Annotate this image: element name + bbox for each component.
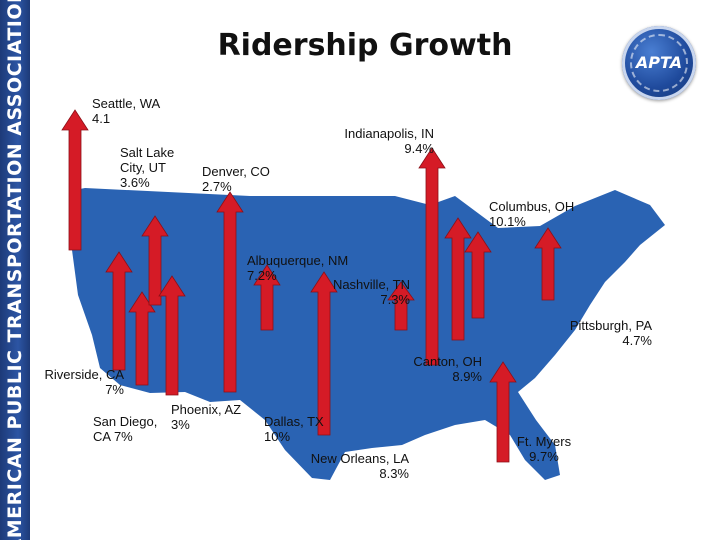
arrow-columbus — [464, 231, 492, 319]
us-map — [61, 109, 665, 480]
label-san-diego-city: San Diego, — [93, 414, 158, 429]
label-albuquerque-value: 7.2% — [247, 268, 277, 283]
arrow-dallas — [310, 271, 338, 436]
label-riverside-city: Riverside, CA — [44, 367, 124, 382]
label-pittsburgh-city: Pittsburgh, PA — [569, 318, 652, 333]
label-columbus: Columbus, OH 10.1% — [489, 199, 574, 229]
label-ft-myers-value: 9.7% — [529, 449, 559, 464]
arrow-pittsburgh — [534, 227, 562, 301]
arrow-san-diego — [128, 291, 156, 386]
label-phoenix-city: Phoenix, AZ — [171, 402, 242, 417]
us-map-shape — [70, 188, 665, 480]
label-dallas-value: 10% — [264, 429, 291, 444]
label-salt-lake: Salt Lake City, UT 3.6% — [120, 145, 174, 190]
label-canton-value: 8.9% — [452, 369, 482, 384]
apta-logo: APTA — [622, 26, 696, 100]
arrow-indianapolis — [418, 147, 446, 366]
label-salt-lake-line2: City, UT — [120, 160, 166, 175]
label-ft-myers: Ft. Myers 9.7% — [510, 434, 578, 464]
label-san-diego-value: CA 7% — [93, 429, 133, 444]
page-title: Ridership Growth — [217, 28, 513, 63]
label-salt-lake-line1: Salt Lake — [120, 145, 175, 160]
arrow-layer — [61, 109, 562, 463]
label-indianapolis: Indianapolis, IN 9.4% — [338, 126, 434, 156]
label-ft-myers-city: Ft. Myers — [516, 434, 572, 449]
label-albuquerque-city: Albuquerque, NM — [247, 253, 349, 268]
label-seattle: Seattle, WA 4.1 — [92, 96, 160, 126]
label-denver: Denver, CO 2.7% — [202, 164, 270, 194]
label-canton: Canton, OH 8.9% — [404, 354, 482, 384]
label-columbus-value: 10.1% — [489, 214, 526, 229]
sidebar-band: AMERICAN PUBLIC TRANSPORTATION ASSOCIATI… — [0, 0, 30, 553]
arrow-albuquerque — [253, 264, 281, 331]
label-new-orleans: New Orleans, LA 8.3% — [300, 451, 409, 481]
label-salt-lake-value: 3.6% — [120, 175, 150, 190]
label-dallas-city: Dallas, TX — [264, 414, 324, 429]
label-denver-value: 2.7% — [202, 179, 232, 194]
label-new-orleans-city: New Orleans, LA — [310, 451, 409, 466]
arrow-canton — [444, 217, 472, 341]
label-riverside-value: 7% — [105, 382, 124, 397]
arrow-riverside — [105, 251, 133, 371]
arrow-ft-myers — [489, 361, 517, 463]
label-nashville-value: 7.3% — [380, 292, 410, 307]
arrow-nashville — [387, 281, 415, 331]
label-canton-city: Canton, OH — [413, 354, 482, 369]
label-phoenix: Phoenix, AZ 3% — [171, 402, 241, 432]
label-seattle-value: 4.1 — [92, 111, 111, 126]
label-nashville: Nashville, TN 7.3% — [318, 277, 410, 307]
label-columbus-city: Columbus, OH — [489, 199, 575, 214]
arrow-denver — [216, 191, 244, 393]
label-indianapolis-city: Indianapolis, IN — [344, 126, 434, 141]
label-indianapolis-value: 9.4% — [404, 141, 434, 156]
label-seattle-city: Seattle, WA — [92, 96, 161, 111]
label-nashville-city: Nashville, TN — [332, 277, 410, 292]
arrow-phoenix — [158, 275, 186, 396]
label-riverside: Riverside, CA 7% — [36, 367, 124, 397]
label-dallas: Dallas, TX 10% — [264, 414, 324, 444]
label-pittsburgh: Pittsburgh, PA 4.7% — [560, 318, 652, 348]
label-denver-city: Denver, CO — [202, 164, 270, 179]
label-albuquerque: Albuquerque, NM 7.2% — [247, 253, 348, 283]
logo-ring — [630, 34, 688, 92]
label-phoenix-value: 3% — [171, 417, 190, 432]
label-new-orleans-value: 8.3% — [379, 466, 409, 481]
arrow-seattle — [61, 109, 89, 251]
label-pittsburgh-value: 4.7% — [622, 333, 652, 348]
logo-text: APTA — [635, 53, 683, 72]
label-san-diego: San Diego, CA 7% — [93, 414, 157, 444]
